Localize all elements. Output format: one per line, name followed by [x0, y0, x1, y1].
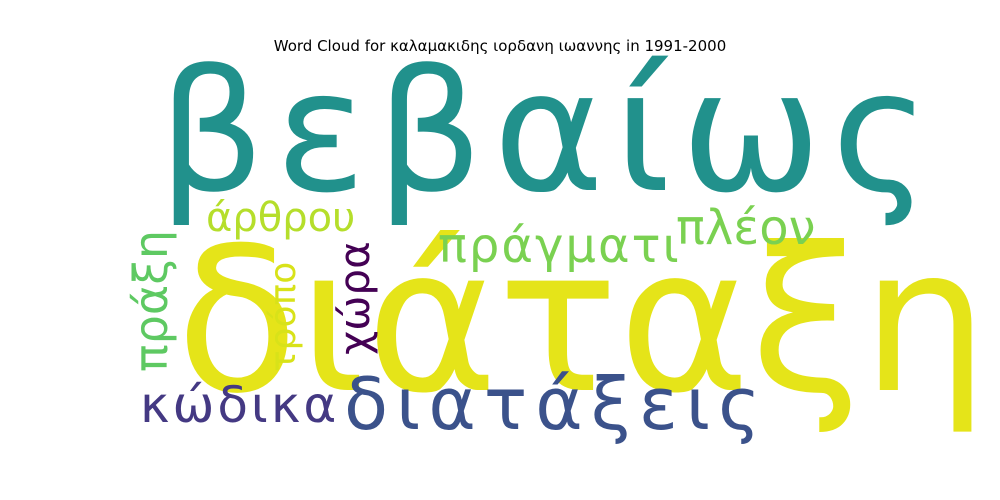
word-chora: χώρα: [330, 241, 379, 355]
word-arthrou: άρθρου: [206, 195, 356, 241]
word-tropo: τρόπο: [263, 261, 304, 372]
word-diatakseis: διατάξεις: [344, 362, 769, 446]
word-pleon: πλέον: [676, 200, 816, 256]
word-praxi: πράξη: [124, 229, 178, 372]
word-kodika: κώδικα: [140, 376, 340, 434]
chart-title: Word Cloud for καλαμακιδης ιορδανη ιωανν…: [273, 37, 727, 55]
word-diataksi: διάταξη: [176, 205, 989, 438]
word-pragmati: πράγματι: [438, 218, 681, 274]
word-beveos: βεβαίως: [158, 34, 941, 230]
